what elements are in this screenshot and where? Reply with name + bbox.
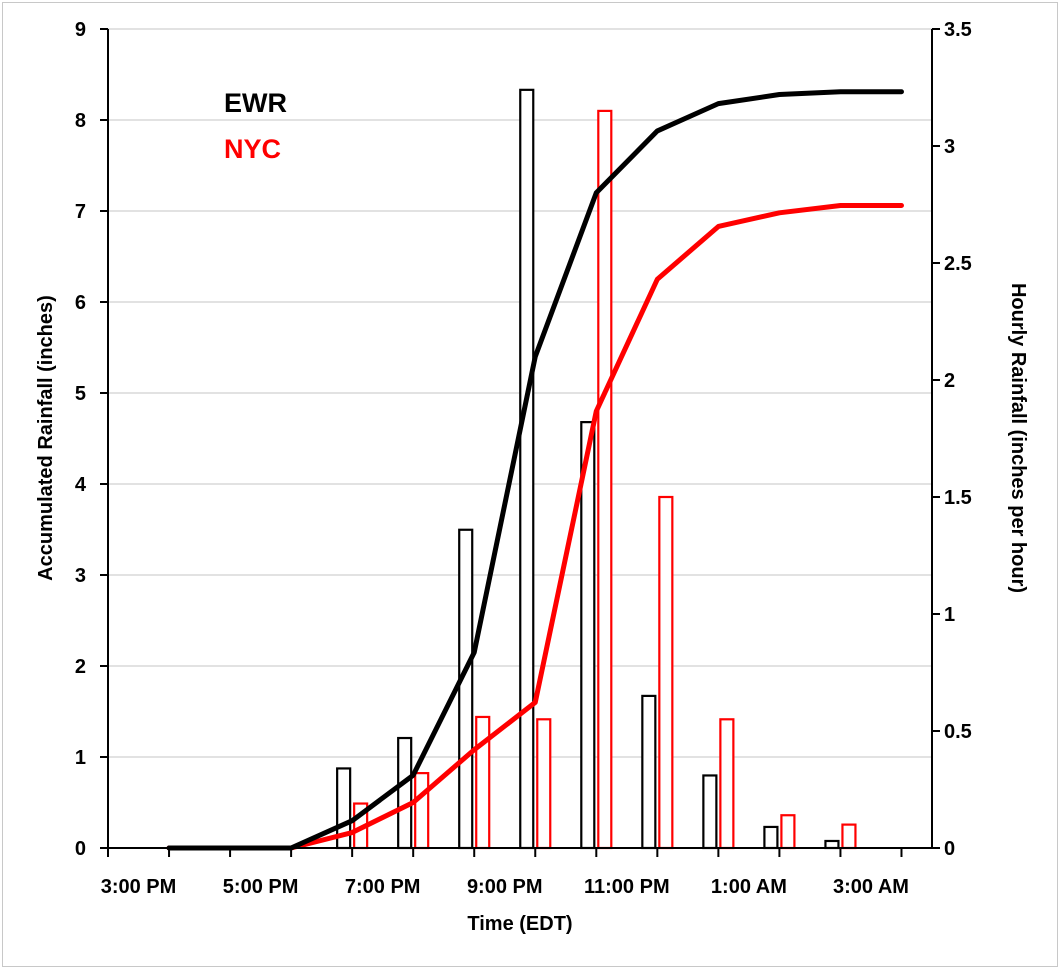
x-tick-label: 9:00 PM xyxy=(467,876,543,898)
left-tick-label: 0 xyxy=(75,838,86,860)
left-tick-label: 5 xyxy=(75,383,86,405)
bar-nyc xyxy=(536,718,552,850)
x-tick-label: 1:00 AM xyxy=(711,876,787,898)
left-y-axis-title: Accumulated Rainfall (inches) xyxy=(35,295,57,581)
right-y-tick-labels: 0 0.5 1 1.5 2 2.5 3 3.5 xyxy=(944,19,972,860)
bar-nyc xyxy=(841,823,857,850)
bar-ewr xyxy=(519,88,535,850)
left-tick-label: 6 xyxy=(75,292,86,314)
right-tick-label: 0 xyxy=(944,838,955,860)
right-tick-label: 2 xyxy=(944,370,955,392)
x-tick-labels: 3:00 PM 5:00 PM 7:00 PM 9:00 PM 11:00 PM 1:00… xyxy=(101,876,909,898)
x-tick-label: 3:00 PM xyxy=(101,876,177,898)
line-ewr xyxy=(166,89,904,851)
x-tick-label: 7:00 PM xyxy=(345,876,421,898)
left-y-tick-labels: 0 1 2 3 4 5 6 7 8 9 xyxy=(75,19,87,860)
bar-ewr xyxy=(458,528,474,850)
x-tick-label: 11:00 PM xyxy=(584,876,670,898)
right-tick-label: 1.5 xyxy=(944,487,972,509)
legend-nyc: NYC xyxy=(224,134,281,164)
bar-ewr xyxy=(397,736,413,850)
left-tick-label: 9 xyxy=(75,19,86,41)
legend-ewr: EWR xyxy=(224,88,287,118)
bar-ewr xyxy=(580,421,596,850)
bar-nyc xyxy=(597,109,613,850)
bar-ewr xyxy=(824,839,840,850)
bar-nyc xyxy=(719,718,735,850)
left-tick-label: 4 xyxy=(75,474,87,496)
right-tick-label: 1 xyxy=(944,604,955,626)
right-tick-label: 0.5 xyxy=(944,721,972,743)
x-tick-label: 3:00 AM xyxy=(833,876,909,898)
right-tick-label: 3.5 xyxy=(944,19,972,41)
right-tick-label: 2.5 xyxy=(944,253,972,275)
hourly-bars xyxy=(336,88,857,850)
x-tick-label: 5:00 PM xyxy=(223,876,299,898)
accumulated-lines xyxy=(166,89,904,851)
right-y-axis-title: Hourly Rainfall (inches per hour) xyxy=(1007,283,1029,593)
right-tick-label: 3 xyxy=(944,136,955,158)
x-axis-title: Time (EDT) xyxy=(467,913,572,935)
axes xyxy=(100,28,940,857)
left-tick-label: 2 xyxy=(75,656,86,678)
bar-ewr xyxy=(702,774,718,850)
left-tick-label: 3 xyxy=(75,565,86,587)
bar-ewr xyxy=(763,825,779,850)
left-tick-label: 1 xyxy=(75,747,86,769)
left-tick-label: 8 xyxy=(75,110,86,132)
bar-nyc xyxy=(414,772,430,850)
left-tick-label: 7 xyxy=(75,201,86,223)
bar-nyc xyxy=(780,814,796,850)
bar-ewr xyxy=(641,694,657,850)
bar-nyc xyxy=(658,495,674,850)
